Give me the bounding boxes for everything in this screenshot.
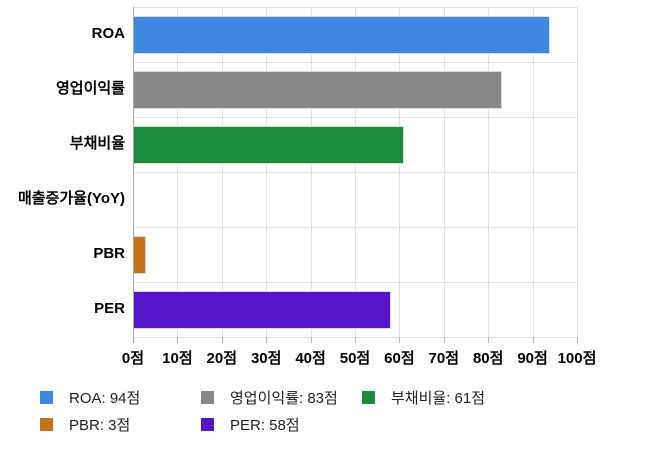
x-axis-tick-mark [355, 337, 356, 343]
x-tick-label: 70점 [428, 350, 460, 367]
gridline-vertical [266, 7, 268, 337]
legend-item-1: 영업이익률: 83점 [201, 389, 362, 407]
legend-item-3: PBR: 3점 [40, 416, 201, 434]
category-label: 영업이익률 [55, 80, 125, 98]
legend-label: PBR: 3점 [69, 417, 131, 434]
gridline-vertical [488, 7, 490, 337]
x-axis-tick-mark [266, 337, 268, 343]
x-axis-tick-mark [488, 337, 490, 343]
bar-1 [133, 70, 502, 109]
gridline-vertical [177, 7, 179, 337]
gridline-vertical [532, 7, 534, 337]
legend-swatch [40, 418, 53, 431]
legend-item-0: ROA: 94점 [40, 389, 201, 407]
x-axis-tick-mark [177, 337, 179, 343]
gridline-vertical [443, 7, 445, 337]
x-tick-label: 0점 [121, 350, 145, 367]
legend-swatch [201, 418, 214, 431]
legend-item-2: 부채비율: 61점 [362, 389, 486, 407]
legend-swatch [362, 391, 375, 404]
gridline-vertical [577, 7, 578, 337]
legend-swatch [201, 391, 214, 404]
category-label: 매출증가율(YoY) [17, 190, 125, 208]
x-tick-label: 10점 [162, 350, 193, 367]
gridline-vertical [355, 7, 356, 337]
bar-4 [133, 235, 147, 274]
x-axis-tick-mark [577, 337, 578, 343]
y-axis-line [133, 7, 134, 343]
gridline-vertical [399, 7, 401, 337]
bar-5 [133, 290, 391, 329]
legend-label: 영업이익률: 83점 [230, 390, 338, 407]
bar-0 [133, 15, 551, 54]
category-label: PER [94, 300, 125, 318]
x-tick-label: 90점 [517, 350, 548, 367]
legend-label: PER: 58점 [230, 417, 300, 434]
x-axis-tick-mark [310, 337, 312, 343]
legend-swatch [40, 391, 53, 404]
bar-2 [133, 125, 404, 164]
x-axis-tick-mark [532, 337, 534, 343]
legend-item-4: PER: 58점 [201, 416, 362, 434]
legend-label: ROA: 94점 [69, 390, 141, 407]
gridline-vertical [310, 7, 312, 337]
category-label: PBR [93, 245, 125, 263]
plot-area [133, 7, 578, 343]
gridline-vertical [221, 7, 223, 337]
x-axis-tick-mark [221, 337, 223, 343]
x-tick-label: 30점 [250, 350, 282, 367]
legend-label: 부채비율: 61점 [391, 390, 486, 407]
category-label: 부채비율 [69, 135, 125, 153]
chart-legend: ROA: 94점 영업이익률: 83점 부채비율: 61점 PBR: 3점 PER: 5… [40, 389, 486, 434]
x-tick-label: 80점 [472, 350, 504, 367]
category-label: ROA [91, 25, 125, 43]
x-tick-label: 60점 [384, 350, 415, 367]
x-axis-tick-mark [443, 337, 445, 343]
x-tick-label: 100점 [557, 350, 597, 367]
x-tick-label: 20점 [206, 350, 238, 367]
x-tick-label: 40점 [295, 350, 326, 367]
x-axis-tick-mark [399, 337, 401, 343]
x-tick-label: 50점 [339, 350, 371, 367]
